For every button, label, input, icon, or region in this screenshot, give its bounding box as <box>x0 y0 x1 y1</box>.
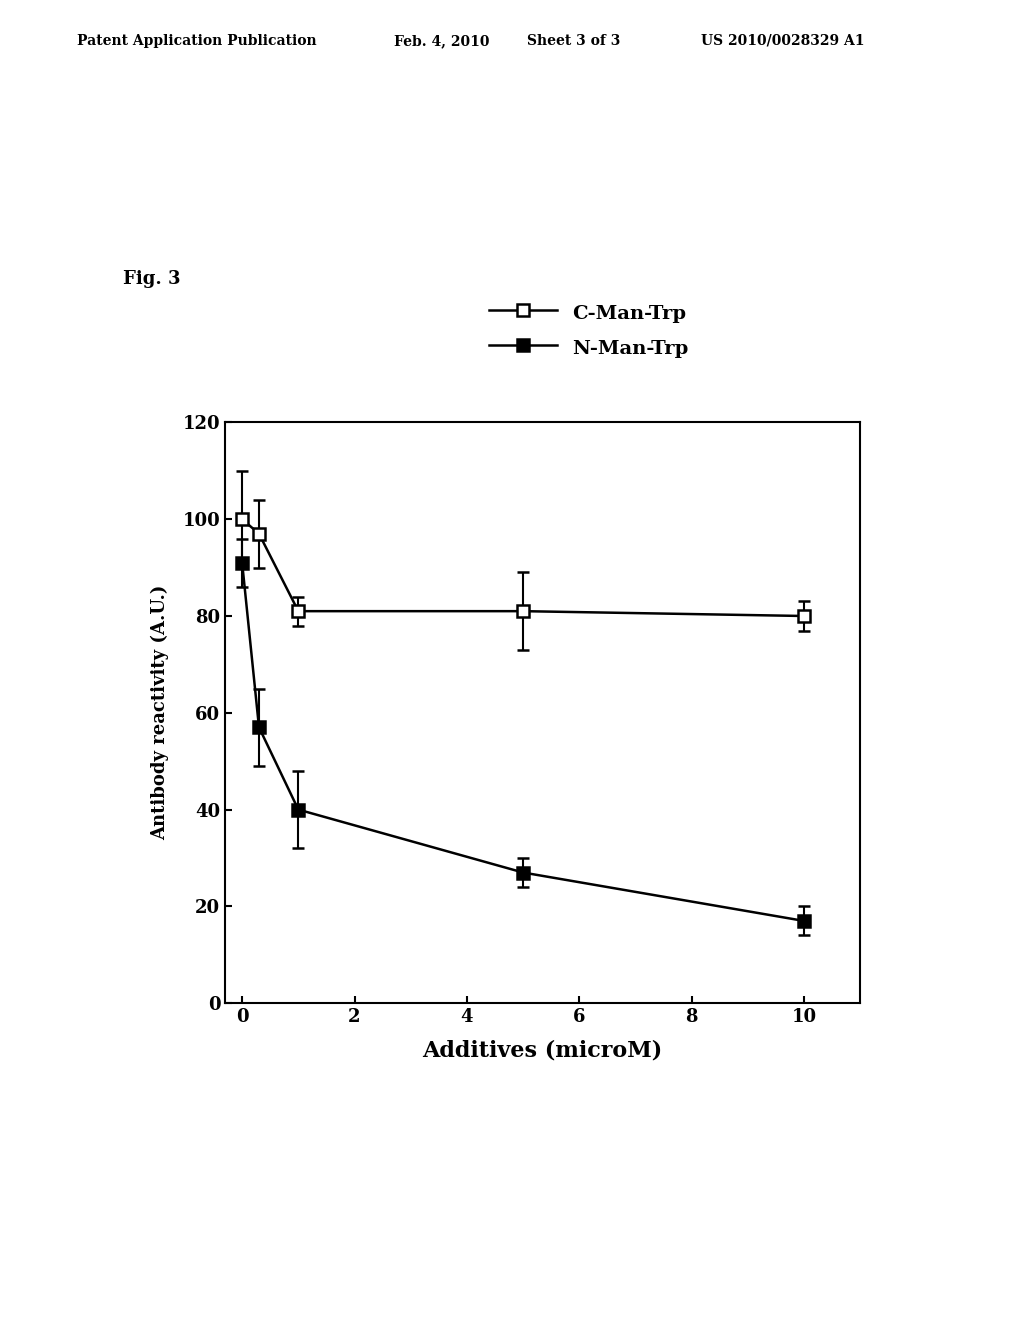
X-axis label: Additives (microM): Additives (microM) <box>423 1040 663 1063</box>
Legend: C-Man-Trp, N-Man-Trp: C-Man-Trp, N-Man-Trp <box>481 293 696 367</box>
Y-axis label: Antibody reactivity (A.U.): Antibody reactivity (A.U.) <box>151 585 169 841</box>
Text: Patent Application Publication: Patent Application Publication <box>77 34 316 48</box>
Text: US 2010/0028329 A1: US 2010/0028329 A1 <box>701 34 865 48</box>
Text: Fig. 3: Fig. 3 <box>123 269 180 288</box>
Text: Sheet 3 of 3: Sheet 3 of 3 <box>527 34 621 48</box>
Text: Feb. 4, 2010: Feb. 4, 2010 <box>394 34 489 48</box>
